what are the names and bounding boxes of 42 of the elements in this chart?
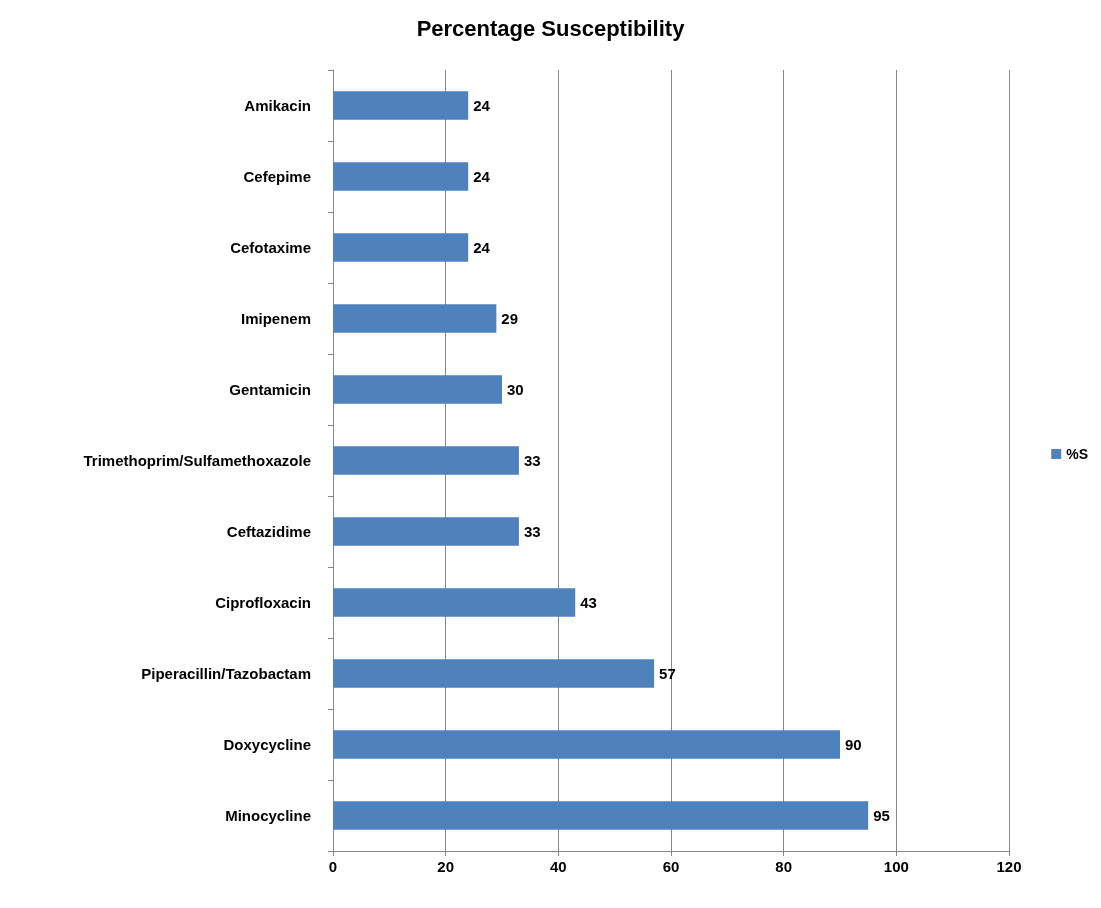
y-tick-label: Cefotaxime [230,239,311,256]
bar [333,801,869,830]
data-label: 33 [523,523,541,540]
data-label: 24 [473,168,491,185]
bar [333,304,497,333]
bar [333,375,502,404]
bar [333,162,469,191]
data-label: 43 [580,594,597,611]
data-label: 29 [501,310,519,327]
data-label: 95 [873,807,890,824]
bar [333,91,469,120]
y-tick-label: Piperacillin/Tazobactam [141,665,311,682]
x-tick-label: 40 [549,858,567,875]
x-tick-label: 0 [328,858,338,875]
y-tick-label: Trimethoprim/Sulfamethoxazole [83,452,311,469]
x-tick-label: 120 [996,858,1022,875]
bar [333,659,655,688]
y-tick-label: Minocycline [225,807,311,824]
data-label: 57 [659,665,676,682]
y-tick-label: Amikacin [244,97,311,114]
data-label: 90 [845,736,862,753]
bar [333,233,469,262]
y-tick-label: Cefepime [243,168,311,185]
bar [333,588,576,617]
x-tick-label: 60 [662,858,680,875]
chart-title: Percentage Susceptibility [416,15,686,41]
data-label: 24 [473,239,491,256]
bar [333,446,519,475]
bar [333,730,840,759]
data-label: 30 [507,381,524,398]
bar [333,517,519,546]
y-tick-label: Ceftazidime [226,523,311,540]
data-label: 24 [473,97,491,114]
x-tick-label: 80 [775,858,793,875]
x-tick-label: 100 [883,858,909,875]
y-tick-label: Ciprofloxacin [215,594,311,611]
data-label: 33 [523,452,541,469]
y-tick-label: Imipenem [240,310,311,327]
y-tick-label: Gentamicin [229,381,311,398]
x-tick-label: 20 [437,858,455,875]
legend-label: %S [1066,446,1089,462]
y-tick-label: Doxycycline [223,736,311,753]
